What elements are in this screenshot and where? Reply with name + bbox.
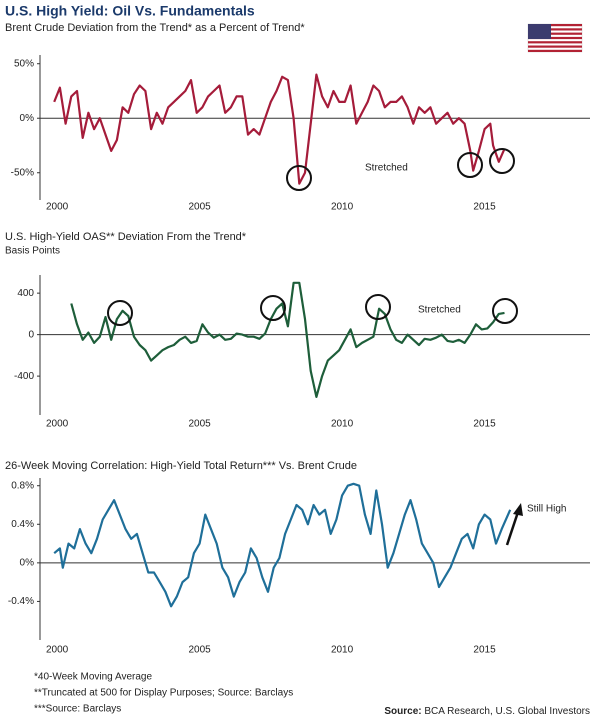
source-text: BCA Research, U.S. Global Investors xyxy=(424,706,590,717)
data-line xyxy=(53,73,506,185)
footnote: *40-Week Moving Average xyxy=(34,672,152,683)
highlight-circle xyxy=(365,294,391,320)
highlight-circle xyxy=(107,300,133,326)
x-tick-label: 2010 xyxy=(331,645,354,656)
chart-title: U.S. High-Yield OAS** Deviation From the… xyxy=(5,231,247,243)
x-tick-label: 2000 xyxy=(46,419,69,430)
us-flag xyxy=(527,23,583,53)
footnote: **Truncated at 500 for Display Purposes;… xyxy=(34,688,293,699)
arrow-head xyxy=(513,503,523,516)
chart-title: Brent Crude Deviation from the Trend* as… xyxy=(5,22,305,34)
y-tick-label: 50% xyxy=(14,58,34,69)
x-tick-label: 2000 xyxy=(46,645,69,656)
y-tick-label: -0.4% xyxy=(8,596,34,607)
page-title: U.S. High Yield: Oil Vs. Fundamentals xyxy=(5,3,255,19)
highlight-circle xyxy=(286,165,312,191)
chart-title: 26-Week Moving Correlation: High-Yield T… xyxy=(5,460,357,472)
y-tick-label: 0.4% xyxy=(11,519,34,530)
source-label: Source: xyxy=(384,706,421,717)
x-tick-label: 2005 xyxy=(188,419,211,430)
x-tick-label: 2015 xyxy=(473,202,496,213)
y-tick-label: -400 xyxy=(14,371,34,382)
footnote: ***Source: Barclays xyxy=(34,704,121,715)
highlight-circle xyxy=(260,295,286,321)
x-tick-label: 2000 xyxy=(46,202,69,213)
x-tick-label: 2010 xyxy=(331,202,354,213)
data-line xyxy=(70,281,505,398)
annotation: Stretched xyxy=(418,305,461,316)
y-tick-label: 400 xyxy=(17,288,34,299)
x-tick-label: 2010 xyxy=(331,419,354,430)
arrow-shaft xyxy=(505,511,520,546)
data-line xyxy=(53,482,512,608)
highlight-circle xyxy=(457,152,483,178)
y-tick-label: 0% xyxy=(20,113,35,124)
y-tick-label: 0.8% xyxy=(11,480,34,491)
source: Source: BCA Research, U.S. Global Invest… xyxy=(384,706,590,717)
annotation: Still High xyxy=(527,504,566,515)
chart-subtitle: Basis Points xyxy=(5,246,60,257)
x-tick-label: 2005 xyxy=(188,645,211,656)
x-tick-label: 2015 xyxy=(473,419,496,430)
highlight-circle xyxy=(489,148,515,174)
y-tick-label: -50% xyxy=(11,167,34,178)
highlight-circle xyxy=(492,298,518,324)
annotation: Stretched xyxy=(365,163,408,174)
x-tick-label: 2005 xyxy=(188,202,211,213)
y-tick-label: 0 xyxy=(28,329,34,340)
x-tick-label: 2015 xyxy=(473,645,496,656)
y-tick-label: 0% xyxy=(20,557,35,568)
